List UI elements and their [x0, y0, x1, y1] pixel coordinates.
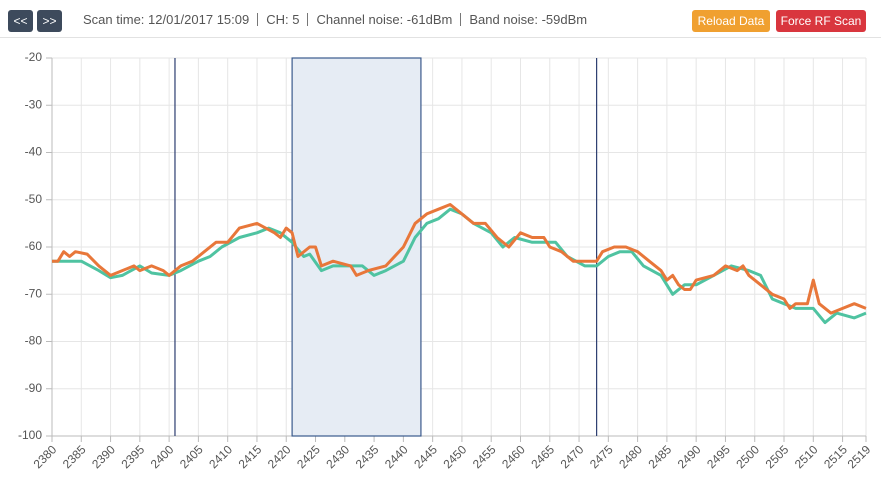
x-tick-label: 2410	[206, 442, 235, 471]
x-tick-label: 2505	[763, 442, 792, 471]
series-line	[52, 203, 867, 315]
x-tick-label: 2475	[587, 442, 616, 471]
x-tick-label: 2500	[733, 442, 762, 471]
x-tick-label: 2385	[60, 442, 89, 471]
x-tick-label: 2435	[353, 442, 382, 471]
x-tick-label: 2390	[89, 442, 118, 471]
y-tick-label: -60	[25, 239, 43, 253]
x-tick-label: 2470	[558, 442, 587, 471]
next-button[interactable]: >>	[37, 10, 62, 32]
x-tick-label: 2495	[704, 442, 733, 471]
reload-button[interactable]: Reload Data	[692, 10, 770, 32]
x-tick-label: 2380	[31, 442, 60, 471]
channel-noise: Channel noise: -61dBm	[316, 12, 453, 27]
x-tick-label: 2510	[792, 442, 821, 471]
prev-button[interactable]: <<	[8, 10, 33, 32]
y-tick-label: -70	[25, 286, 43, 300]
x-tick-label: 2465	[528, 442, 557, 471]
y-tick-label: -30	[25, 97, 43, 111]
y-tick-label: -90	[25, 381, 43, 395]
x-tick-label: 2445	[411, 442, 440, 471]
y-tick-label: -50	[25, 192, 43, 206]
y-tick-label: -100	[18, 428, 42, 442]
x-tick-label: 2405	[177, 442, 206, 471]
x-tick-label: 2515	[821, 442, 850, 471]
x-tick-label: 2519	[845, 442, 874, 471]
x-tick-label: 2485	[645, 442, 674, 471]
x-tick-label: 2415	[236, 442, 265, 471]
x-tick-label: 2440	[382, 442, 411, 471]
y-tick-label: -40	[25, 145, 43, 159]
x-tick-label: 2450	[441, 442, 470, 471]
separator	[460, 13, 462, 26]
x-tick-label: 2490	[675, 442, 704, 471]
band-noise: Band noise: -59dBm	[469, 12, 588, 27]
x-tick-label: 2400	[148, 442, 177, 471]
channel-highlight	[291, 57, 422, 437]
scan-info: Scan time: 12/01/2017 15:09 CH: 5 Channel …	[83, 12, 587, 27]
x-tick-label: 2455	[470, 442, 499, 471]
separator	[307, 13, 309, 26]
x-tick-label: 2395	[118, 442, 147, 471]
separator	[257, 13, 259, 26]
toolbar-divider	[0, 37, 881, 38]
channel: CH: 5	[266, 12, 300, 27]
x-tick-label: 2425	[294, 442, 323, 471]
y-tick-label: -20	[25, 50, 43, 64]
x-tick-label: 2460	[499, 442, 528, 471]
x-tick-label: 2420	[265, 442, 294, 471]
scan-time: Scan time: 12/01/2017 15:09	[83, 12, 250, 27]
force-scan-button[interactable]: Force RF Scan	[776, 10, 866, 32]
x-tick-label: 2430	[323, 442, 352, 471]
y-tick-label: -80	[25, 334, 43, 348]
x-tick-label: 2480	[616, 442, 645, 471]
